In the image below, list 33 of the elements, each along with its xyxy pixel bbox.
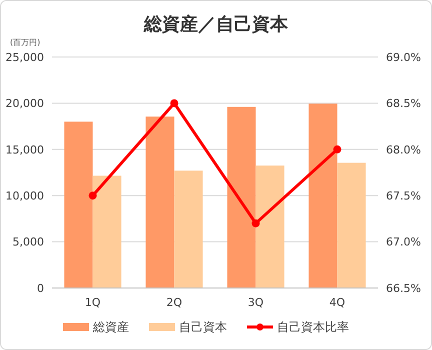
y2-tick-label: 68.5% [386,97,421,110]
bar [146,116,174,288]
bar [227,106,256,288]
x-tick-label: 3Q [248,296,264,309]
y-tick-label: 10,000 [6,189,44,202]
point [333,145,342,154]
legend-label: 自己資本 [179,320,227,334]
bar [174,170,203,288]
y2-tick-label: 67.0% [386,236,421,249]
x-tick-label: 1Q [84,296,101,309]
y2-tick-label: 66.5% [386,282,421,295]
y-tick-label: 5,000 [12,236,44,249]
bar [337,162,366,288]
y-axis-title: (百万円) [10,38,40,47]
chart-title: 総資産／自己資本 [143,14,289,35]
y-tick-label: 25,000 [6,50,44,64]
point [170,99,178,108]
legend-label: 総資産 [92,320,129,334]
x-tick-label: 4Q [329,296,346,309]
y-tick-label: 15,000 [6,143,44,156]
bar [308,104,338,288]
y-tick-label: 20,000 [6,97,44,110]
bar [64,122,93,288]
x-tick-label: 2Q [166,296,182,309]
point [88,192,97,200]
y2-tick-label: 69.0% [386,50,421,64]
bar [92,176,122,288]
legend-label: 自己資本比率 [277,320,349,334]
y2-tick-label: 67.5% [386,189,421,202]
y-tick-label: 0 [37,282,44,295]
y2-tick-label: 68.0% [386,143,421,156]
bar [256,166,284,288]
point [252,219,260,228]
